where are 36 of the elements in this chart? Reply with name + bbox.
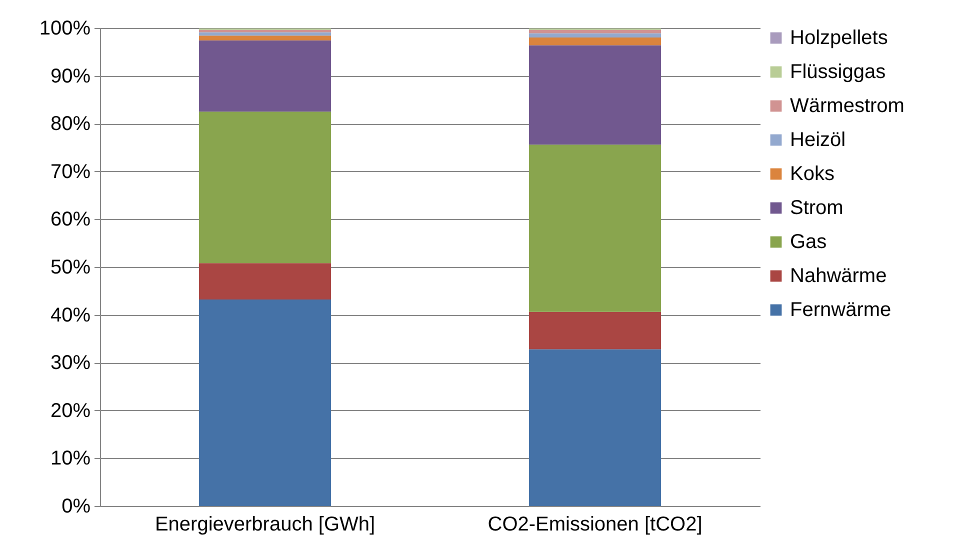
legend-label: Heizöl <box>790 129 846 151</box>
y-tick-label: 40% <box>50 304 91 326</box>
bar <box>199 32 331 36</box>
bar <box>529 144 661 312</box>
legend-label: Strom <box>790 197 844 219</box>
y-tick-label: 30% <box>50 352 91 374</box>
y-tick-label: 90% <box>50 65 91 88</box>
y-tick-label: 80% <box>50 113 91 136</box>
legend-label: Fernwärme <box>790 299 892 321</box>
y-tick-label: 70% <box>50 160 91 183</box>
bar <box>529 312 661 350</box>
legend-label: Gas <box>790 231 827 253</box>
bar <box>529 349 661 506</box>
bar <box>529 33 661 38</box>
y-tick-label: 0% <box>62 496 91 518</box>
bar <box>199 36 331 40</box>
legend-label: Nahwärme <box>790 265 887 287</box>
bar <box>199 300 331 506</box>
bar <box>529 38 661 46</box>
bar <box>199 40 331 112</box>
x-tick-label: CO2-Emissionen [tCO2] <box>488 514 702 536</box>
bar <box>529 45 661 145</box>
bar <box>199 263 331 300</box>
y-tick-label: 20% <box>50 400 91 422</box>
bar <box>199 112 331 264</box>
legend-label: Flüssiggas <box>790 61 886 83</box>
x-tick-label: Energieverbrauch [GWh] <box>154 514 376 536</box>
y-tick-label: 60% <box>50 208 91 231</box>
bar <box>529 30 661 34</box>
legend-label: Holzpellets <box>790 27 888 49</box>
y-tick-label: 100% <box>39 18 91 40</box>
legend-label: Wärmestrom <box>790 95 904 117</box>
y-tick-label: 50% <box>50 256 91 278</box>
y-tick-label: 10% <box>50 448 91 470</box>
legend-label: Koks <box>790 163 834 185</box>
bar <box>199 30 331 32</box>
